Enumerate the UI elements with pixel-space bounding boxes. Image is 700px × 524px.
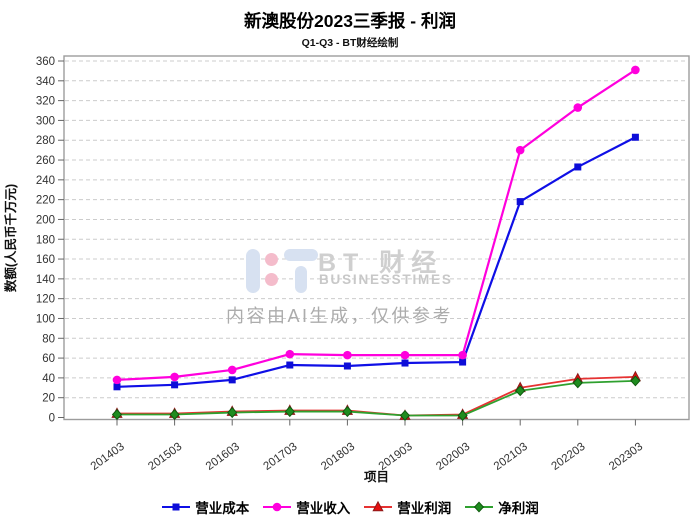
circle-marker-icon (263, 502, 292, 512)
data-point-net-profit (169, 408, 180, 421)
logo-t-bar-shape (284, 249, 318, 261)
legend-item-net-profit: 净利润 (464, 497, 539, 517)
data-point-net-profit (572, 377, 583, 389)
bt-finance-logo-icon (246, 249, 322, 293)
data-point-operating-revenue (515, 145, 525, 155)
y-tick-label: 0 (49, 413, 55, 425)
y-tick-label: 140 (36, 274, 55, 286)
y-tick-label: 280 (36, 135, 55, 147)
watermark-brand: BT 财经 (318, 249, 444, 277)
chart-subtitle: Q1-Q3 - BT财经绘制 (301, 37, 399, 49)
data-point-net-profit (457, 409, 468, 422)
data-point-operating-cost (343, 362, 351, 370)
data-point-operating-cost (113, 383, 121, 391)
data-point-net-profit (515, 385, 526, 397)
series-line-operating-revenue (116, 68, 637, 381)
logo-t-stem-shape (295, 266, 307, 293)
data-point-operating-cost (171, 381, 179, 389)
y-tick-label: 60 (42, 353, 55, 365)
data-point-operating-revenue (285, 349, 295, 359)
legend-item-operating-cost: 营业成本 (161, 497, 249, 517)
triangle-up-marker-icon (364, 500, 393, 512)
data-point-operating-cost (401, 359, 409, 367)
data-point-operating-cost (459, 358, 467, 366)
data-point-operating-revenue (458, 350, 467, 360)
y-tick-label: 340 (36, 76, 55, 88)
data-point-operating-revenue (170, 372, 179, 382)
plot-border (63, 55, 690, 421)
data-point-operating-cost (516, 198, 524, 206)
logo-dot-shape (265, 253, 278, 266)
y-tick-label: 200 (36, 214, 55, 226)
y-tick-label: 260 (36, 155, 55, 167)
data-point-operating-cost (631, 133, 639, 141)
legend-marker (372, 500, 384, 512)
y-tick-label: 20 (42, 393, 55, 405)
legend-marker (272, 502, 282, 512)
legend-marker (172, 503, 180, 511)
data-point-operating-revenue (112, 375, 122, 385)
legend-label: 营业利润 (397, 501, 452, 516)
data-point-net-profit (227, 407, 238, 419)
data-point-operating-revenue (573, 103, 583, 112)
data-point-operating-revenue (227, 365, 237, 375)
y-tick-label: 100 (36, 313, 55, 325)
data-point-operating-cost (228, 376, 236, 384)
chart-title: 新澳股份2023三季报 - 利润 (244, 11, 456, 31)
y-tick-label: 240 (36, 175, 55, 187)
watermark-ai-notice: 内容由AI生成，仅供参考 (226, 306, 454, 326)
square-marker-icon (162, 503, 191, 511)
y-tick-label: 160 (36, 254, 55, 266)
series-line-net-profit (117, 379, 636, 417)
data-point-net-profit (630, 375, 641, 387)
y-tick-label: 180 (36, 234, 55, 246)
y-tick-label: 220 (36, 195, 55, 207)
y-tick-label: 360 (36, 56, 55, 68)
data-point-net-profit (111, 408, 123, 421)
logo-bar-shape (246, 249, 260, 293)
legend-label: 营业成本 (195, 501, 250, 516)
logo-dot-shape (265, 273, 278, 286)
data-point-operating-revenue (631, 65, 640, 75)
data-point-operating-revenue (400, 350, 410, 360)
series-line-operating-cost (116, 136, 636, 388)
y-tick-label: 320 (36, 96, 55, 108)
data-point-net-profit (342, 406, 353, 418)
legend-item-operating-revenue: 营业收入 (262, 497, 350, 517)
data-point-net-profit (284, 406, 295, 418)
data-point-operating-cost (574, 163, 582, 171)
y-axis-title: 数额(人民币千万元) (3, 184, 18, 293)
y-tick-label: 40 (42, 373, 55, 385)
legend-item-operating-profit: 营业利润 (363, 497, 451, 517)
legend-label: 净利润 (498, 501, 539, 516)
y-tick-label: 120 (36, 294, 55, 306)
diamond-marker-icon (465, 501, 494, 513)
legend: 营业成本 营业收入 营业利润 净利润 (0, 497, 700, 517)
data-point-operating-revenue (343, 350, 352, 360)
x-axis-title: 项目 (364, 470, 389, 484)
y-tick-label: 300 (36, 115, 55, 127)
data-point-net-profit (399, 409, 411, 422)
y-tick-label: 80 (42, 333, 55, 345)
legend-marker (474, 501, 485, 513)
legend-label: 营业收入 (296, 501, 351, 516)
watermark-brand-sub: BUSINESSTIMES (319, 272, 453, 287)
data-point-operating-cost (286, 361, 294, 369)
